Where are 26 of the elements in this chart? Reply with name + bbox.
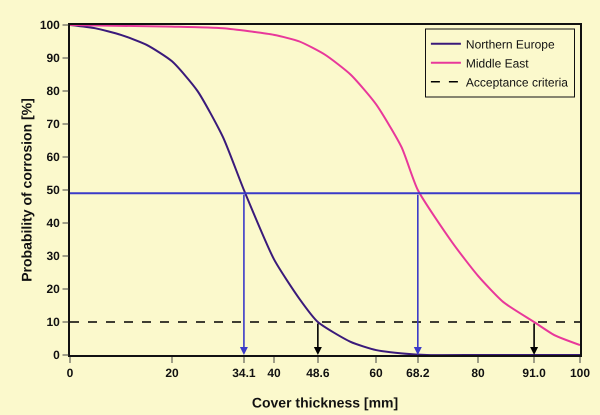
y-tick-label: 60 (46, 150, 60, 164)
x-tick-label: 100 (570, 366, 590, 380)
legend-label: Middle East (466, 56, 530, 70)
x-tick-label: 80 (471, 366, 485, 380)
y-tick-label: 90 (46, 51, 60, 66)
y-tick-label: 30 (46, 249, 60, 264)
x-tick-label: 40 (267, 366, 281, 380)
y-tick-label: 10 (46, 315, 60, 330)
x-tick-label: 48.6 (306, 366, 330, 380)
y-tick-label: 70 (46, 117, 60, 132)
x-tick-label: 20 (165, 366, 179, 380)
x-tick-label: 68.2 (406, 366, 430, 380)
x-tick-label: 60 (369, 366, 383, 380)
y-axis-title: Probability of corrosion [%] (18, 98, 34, 282)
y-tick-label: 50 (46, 183, 60, 198)
y-tick-label: 80 (46, 84, 60, 98)
legend-label: Northern Europe (466, 37, 555, 52)
x-tick-label: 34.1 (232, 366, 256, 380)
x-tick-label: 0 (66, 366, 74, 380)
y-tick-label: 20 (46, 282, 60, 296)
x-tick-label: 91.0 (522, 366, 546, 380)
legend-label: Acceptance criteria (466, 75, 568, 90)
y-tick-label: 40 (46, 216, 60, 230)
y-tick-label: 100 (40, 18, 60, 32)
y-tick-label: 0 (53, 348, 60, 362)
x-axis-title: Cover thickness [mm] (252, 394, 398, 410)
